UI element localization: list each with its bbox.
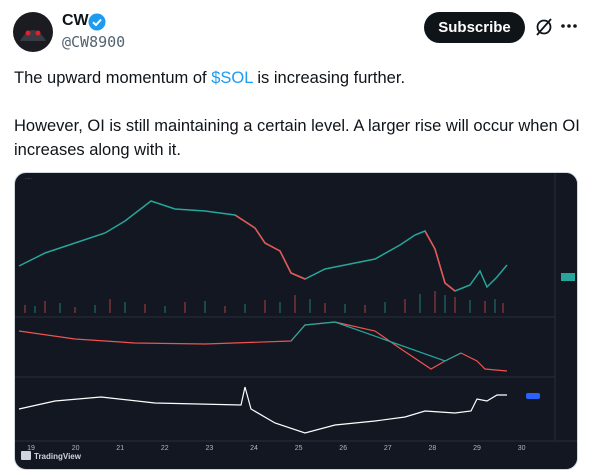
x-axis-label: 28 <box>429 445 437 452</box>
text: is increasing further. <box>257 69 406 87</box>
chart-image[interactable]: ····· 19 20 21 22 23 24 25 26 27 28 29 30 TradingVi… <box>14 172 578 470</box>
brand-logo: TradingView <box>34 452 82 461</box>
x-axis-label: 21 <box>116 445 124 452</box>
x-axis-label: 27 <box>384 445 392 452</box>
subscribe-button[interactable]: Subscribe <box>424 12 525 43</box>
x-axis-label: 26 <box>339 445 347 452</box>
x-axis-label: 25 <box>295 445 303 452</box>
x-axis-label: 30 <box>518 445 526 452</box>
avatar[interactable] <box>12 11 54 53</box>
chart-graphic: ····· 19 20 21 22 23 24 25 26 27 28 29 30 TradingVi… <box>15 173 577 469</box>
x-axis-label: 19 <box>27 445 35 452</box>
more-icon[interactable] <box>560 22 578 30</box>
author-name[interactable]: CW <box>62 12 89 29</box>
x-axis-label: 22 <box>161 445 169 452</box>
x-axis-label: 23 <box>206 445 214 452</box>
verified-badge <box>88 13 106 31</box>
text: The upward momentum of <box>14 69 207 87</box>
grok-icon[interactable] <box>534 17 554 37</box>
x-axis-label: 29 <box>473 445 481 452</box>
author-handle[interactable]: @CW8900 <box>62 33 126 51</box>
cashtag[interactable]: $SOL <box>211 69 253 87</box>
tweet-text: The upward momentum of $SOL is increasin… <box>14 66 580 90</box>
chart-caption: ····· <box>25 176 32 181</box>
x-axis-label: 24 <box>250 445 258 452</box>
tweet-text: However, OI is still maintaining a certa… <box>14 117 580 159</box>
x-axis-label: 20 <box>72 445 80 452</box>
